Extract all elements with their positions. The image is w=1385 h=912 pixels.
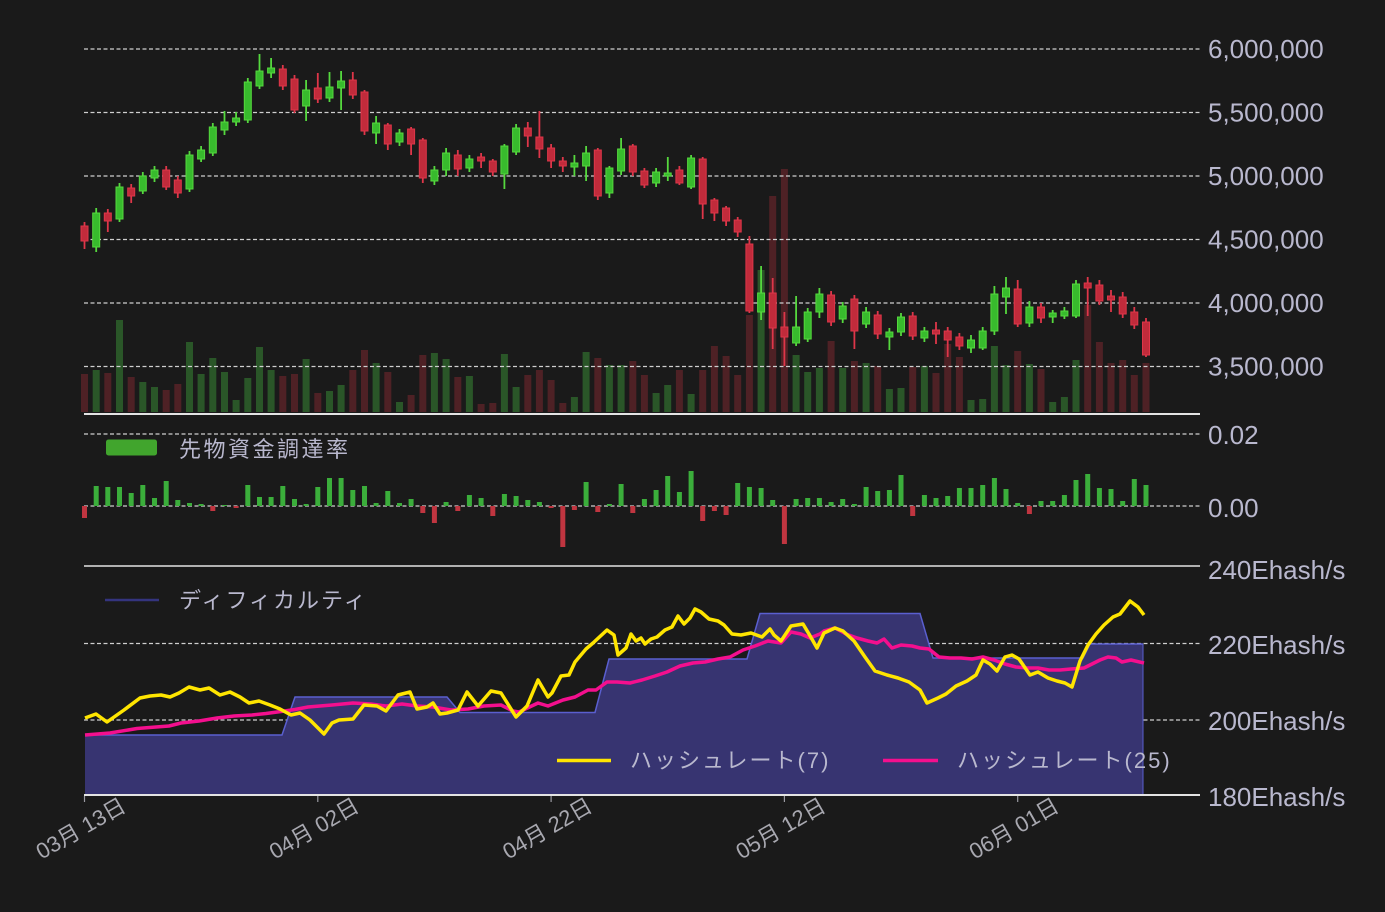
svg-text:5,500,000: 5,500,000: [1208, 98, 1324, 128]
svg-text:5,000,000: 5,000,000: [1208, 161, 1324, 191]
svg-text:240Ehash/s: 240Ehash/s: [1208, 555, 1345, 585]
svg-text:0.02: 0.02: [1208, 420, 1259, 450]
svg-text:220Ehash/s: 220Ehash/s: [1208, 630, 1345, 660]
svg-text:ハッシュレート(25): ハッシュレート(25): [957, 748, 1172, 773]
svg-text:先物資金調達率: 先物資金調達率: [179, 437, 351, 462]
svg-text:6,000,000: 6,000,000: [1208, 34, 1324, 64]
svg-text:0.00: 0.00: [1208, 493, 1259, 523]
svg-text:ディフィカルティ: ディフィカルティ: [179, 588, 368, 613]
svg-text:4,000,000: 4,000,000: [1208, 288, 1324, 318]
svg-text:4,500,000: 4,500,000: [1208, 225, 1324, 255]
svg-text:ハッシュレート(7): ハッシュレート(7): [630, 748, 830, 773]
svg-text:3,500,000: 3,500,000: [1208, 352, 1324, 382]
svg-text:180Ehash/s: 180Ehash/s: [1208, 782, 1345, 812]
svg-text:200Ehash/s: 200Ehash/s: [1208, 706, 1345, 736]
